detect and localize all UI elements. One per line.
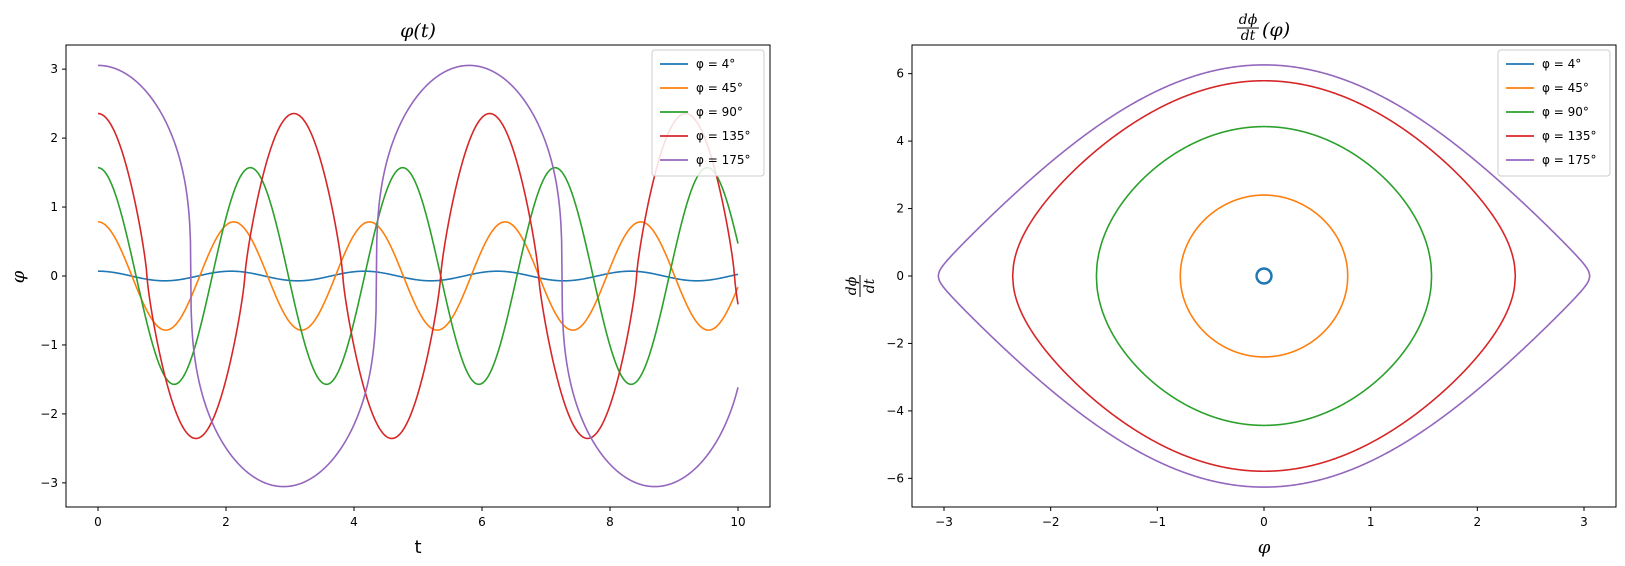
x-tick-label: −3 bbox=[935, 515, 953, 529]
legend-entry-label: φ = 175° bbox=[1542, 153, 1597, 167]
x-tick-label: 2 bbox=[1474, 515, 1482, 529]
y-tick-label: −2 bbox=[40, 407, 58, 421]
y-tick-label: 6 bbox=[896, 67, 904, 81]
x-tick-label: 0 bbox=[94, 515, 102, 529]
series-line-5 bbox=[97, 64, 739, 488]
phi-vs-t-chart: 0 2 4 6 8 10 −3 −2 −1 0 1 2 3 φ(t) t φ φ = 4° φ = 45… bbox=[8, 20, 771, 558]
series-group-right bbox=[937, 64, 1591, 488]
series-line-2 bbox=[97, 221, 739, 331]
legend-entry-label: φ = 135° bbox=[1542, 129, 1597, 143]
svg-text:dϕ: dϕ bbox=[844, 276, 860, 295]
y-tick-label: 2 bbox=[50, 131, 58, 145]
series-group-left bbox=[97, 64, 739, 488]
series-line-3 bbox=[1095, 125, 1433, 427]
series-line-2 bbox=[1179, 194, 1349, 358]
x-tick-label: −1 bbox=[1148, 515, 1166, 529]
x-tick-label: 3 bbox=[1580, 515, 1588, 529]
series-line-1 bbox=[1255, 267, 1273, 285]
legend-entry-label: φ = 90° bbox=[1542, 105, 1589, 119]
legend-entry-label: φ = 45° bbox=[696, 81, 743, 95]
y-tick-label: 3 bbox=[50, 62, 58, 76]
y-ticks-right: −6 −4 −2 0 2 4 6 bbox=[886, 67, 912, 485]
y-axis-label-left: φ bbox=[8, 270, 29, 283]
series-line-5 bbox=[937, 64, 1591, 488]
y-tick-label: −2 bbox=[886, 336, 904, 350]
legend-entry-label: φ = 4° bbox=[696, 57, 735, 71]
legend-entry-label: φ = 45° bbox=[1542, 81, 1589, 95]
legend-entry-label: φ = 135° bbox=[696, 129, 751, 143]
x-tick-label: 0 bbox=[1260, 515, 1268, 529]
svg-text:dt: dt bbox=[1241, 28, 1256, 44]
y-ticks-left: −3 −2 −1 0 1 2 3 bbox=[40, 62, 66, 490]
x-tick-label: 1 bbox=[1367, 515, 1375, 529]
y-tick-label: −4 bbox=[886, 404, 904, 418]
svg-text:dt: dt bbox=[862, 278, 878, 293]
svg-text:dϕ: dϕ bbox=[1239, 12, 1258, 28]
y-axis-label-right: dϕ dt bbox=[844, 275, 878, 297]
y-tick-label: 2 bbox=[896, 202, 904, 216]
y-tick-label: −6 bbox=[886, 471, 904, 485]
y-tick-label: −3 bbox=[40, 476, 58, 490]
svg-text:(φ): (φ) bbox=[1262, 19, 1290, 41]
series-line-4 bbox=[1011, 79, 1517, 473]
chart-title-left: φ(t) bbox=[400, 20, 436, 42]
x-ticks-left: 0 2 4 6 8 10 bbox=[94, 507, 746, 529]
x-ticks-right: −3 −2 −1 0 1 2 3 bbox=[935, 507, 1588, 529]
y-tick-label: 1 bbox=[50, 200, 58, 214]
y-tick-label: 0 bbox=[896, 269, 904, 283]
x-tick-label: 4 bbox=[350, 515, 358, 529]
y-tick-label: −1 bbox=[40, 338, 58, 352]
y-tick-label: 4 bbox=[896, 134, 904, 148]
legend-entry-label: φ = 175° bbox=[696, 153, 751, 167]
legend-box bbox=[651, 49, 765, 177]
x-axis-label-right: φ bbox=[1258, 537, 1271, 558]
x-axis-label-left: t bbox=[414, 537, 421, 558]
series-line-4 bbox=[97, 112, 739, 440]
legend-left: φ = 4° φ = 45° φ = 90° φ = 135° φ = 175° bbox=[651, 49, 765, 177]
legend-entry-label: φ = 4° bbox=[1542, 57, 1581, 71]
x-tick-label: 2 bbox=[222, 515, 230, 529]
x-tick-label: 6 bbox=[478, 515, 486, 529]
series-line-3 bbox=[97, 166, 739, 386]
legend-entry-label: φ = 90° bbox=[696, 105, 743, 119]
chart-title-right: dϕ dt (φ) bbox=[1237, 12, 1290, 44]
x-tick-label: 10 bbox=[730, 515, 745, 529]
legend-right: φ = 4° φ = 45° φ = 90° φ = 135° φ = 175° bbox=[1497, 49, 1611, 177]
y-tick-label: 0 bbox=[50, 269, 58, 283]
phase-portrait-chart: −3 −2 −1 0 1 2 3 −6 −4 −2 0 2 4 6 dϕ dt (φ) φ dϕ dt … bbox=[844, 12, 1617, 558]
series-line-1 bbox=[98, 270, 739, 282]
x-tick-label: −2 bbox=[1042, 515, 1060, 529]
x-tick-label: 8 bbox=[606, 515, 614, 529]
legend-box bbox=[1497, 49, 1611, 177]
